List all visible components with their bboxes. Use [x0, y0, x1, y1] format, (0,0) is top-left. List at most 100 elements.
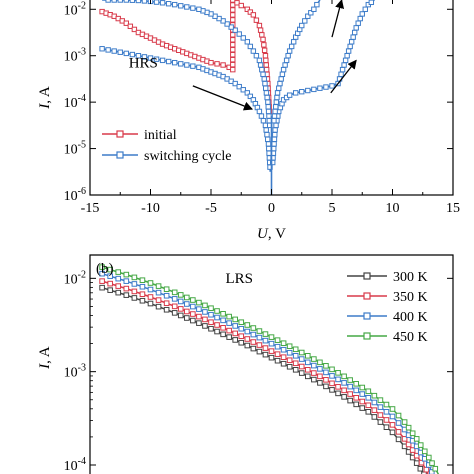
point-400-K	[389, 413, 396, 420]
point-switching-cycle	[153, 56, 160, 62]
point-450-K	[365, 388, 372, 395]
point-switching-cycle	[273, 104, 279, 110]
point-switching-cycle	[264, 94, 270, 101]
point-switching-cycle	[271, 113, 278, 119]
point-initial	[259, 32, 265, 38]
series-switching-cycle-line-2	[271, 82, 339, 163]
point-300-K	[214, 328, 220, 335]
point-switching-cycle	[263, 127, 269, 133]
point-400-K	[274, 343, 281, 350]
point-switching-cycle	[232, 27, 238, 33]
point-450-K	[202, 302, 208, 309]
point-switching-cycle	[273, 122, 279, 129]
point-450-K	[298, 349, 305, 356]
point-450-K	[256, 328, 263, 334]
panel-b-label: (b)	[96, 261, 114, 277]
point-350-K	[262, 345, 269, 351]
point-switching-cycle	[265, 99, 271, 105]
point-300-K	[268, 354, 275, 361]
point-switching-cycle	[266, 113, 272, 119]
point-switching-cycle	[265, 104, 271, 110]
point-300-K	[371, 414, 378, 420]
point-initial	[230, 12, 236, 18]
point-switching-cycle	[314, 1, 320, 8]
point-300-K	[298, 370, 305, 376]
point-400-K	[123, 278, 130, 284]
point-switching-cycle	[111, 0, 117, 3]
point-switching-cycle	[271, 141, 277, 147]
point-switching-cycle	[129, 0, 136, 3]
point-300-K	[202, 323, 208, 329]
point-350-K	[163, 300, 170, 307]
point-switching-cycle	[272, 127, 278, 133]
point-switching-cycle	[323, 84, 329, 90]
point-400-K	[268, 340, 275, 347]
point-switching-cycle	[105, 0, 111, 3]
point-300-K	[317, 380, 323, 386]
point-switching-cycle	[362, 6, 368, 12]
point-300-K	[311, 376, 317, 383]
point-switching-cycle	[264, 131, 270, 138]
point-switching-cycle	[277, 80, 283, 87]
point-350-K	[226, 327, 232, 334]
point-300-K	[292, 367, 299, 373]
point-switching-cycle	[236, 31, 242, 37]
point-400-K	[317, 366, 323, 372]
point-300-K	[389, 429, 396, 436]
point-450-K	[214, 308, 220, 314]
point-350-K	[401, 436, 408, 442]
point-350-K	[208, 319, 214, 325]
point-switching-cycle	[305, 13, 311, 19]
point-350-K	[423, 466, 430, 473]
point-initial	[230, 0, 236, 3]
point-450-K	[238, 319, 245, 325]
point-450-K	[226, 313, 232, 320]
point-400-K	[371, 399, 378, 406]
point-350-K	[250, 339, 257, 345]
point-400-K	[107, 273, 113, 279]
point-350-K	[418, 459, 425, 466]
point-450-K	[317, 359, 323, 366]
point-450-K	[171, 289, 178, 296]
point-switching-cycle	[257, 62, 264, 68]
point-400-K	[280, 346, 287, 353]
point-350-K	[383, 417, 390, 423]
point-350-K	[286, 357, 293, 364]
point-450-K	[401, 419, 408, 425]
point-switching-cycle	[317, 85, 323, 91]
point-switching-cycle	[271, 136, 278, 142]
point-switching-cycle	[129, 51, 136, 58]
panel-a-y-tick-label: 10-5	[64, 140, 86, 158]
point-350-K	[123, 285, 130, 292]
panel-a-legend: initial switching cycle	[102, 128, 231, 164]
point-450-K	[220, 311, 226, 317]
point-300-K	[262, 351, 269, 358]
point-switching-cycle	[232, 80, 238, 87]
point-450-K	[190, 297, 196, 303]
point-switching-cycle	[311, 6, 317, 12]
point-switching-cycle	[123, 0, 129, 3]
point-350-K	[405, 441, 412, 448]
point-300-K	[139, 297, 146, 304]
point-switching-cycle	[299, 22, 305, 29]
point-400-K	[177, 298, 184, 305]
point-350-K	[220, 325, 226, 331]
point-300-K	[123, 292, 130, 298]
point-300-K	[323, 383, 329, 390]
point-switching-cycle	[111, 48, 117, 54]
panel-a-x-tick-label: 10	[386, 201, 400, 216]
point-400-K	[262, 337, 269, 344]
point-300-K	[147, 300, 154, 307]
point-400-K	[99, 270, 105, 277]
point-350-K	[323, 377, 329, 383]
panel-a-y-tick-label: 10-6	[64, 186, 86, 204]
point-switching-cycle	[282, 62, 288, 68]
legend-initial-label: initial	[144, 128, 177, 143]
point-switching-cycle	[345, 48, 352, 54]
point-400-K	[163, 292, 170, 299]
panel-a-x-tick-label: 15	[446, 201, 460, 216]
point-400-K	[202, 309, 208, 315]
point-switching-cycle	[308, 10, 314, 16]
point-switching-cycle	[272, 108, 278, 115]
point-400-K	[359, 391, 366, 397]
